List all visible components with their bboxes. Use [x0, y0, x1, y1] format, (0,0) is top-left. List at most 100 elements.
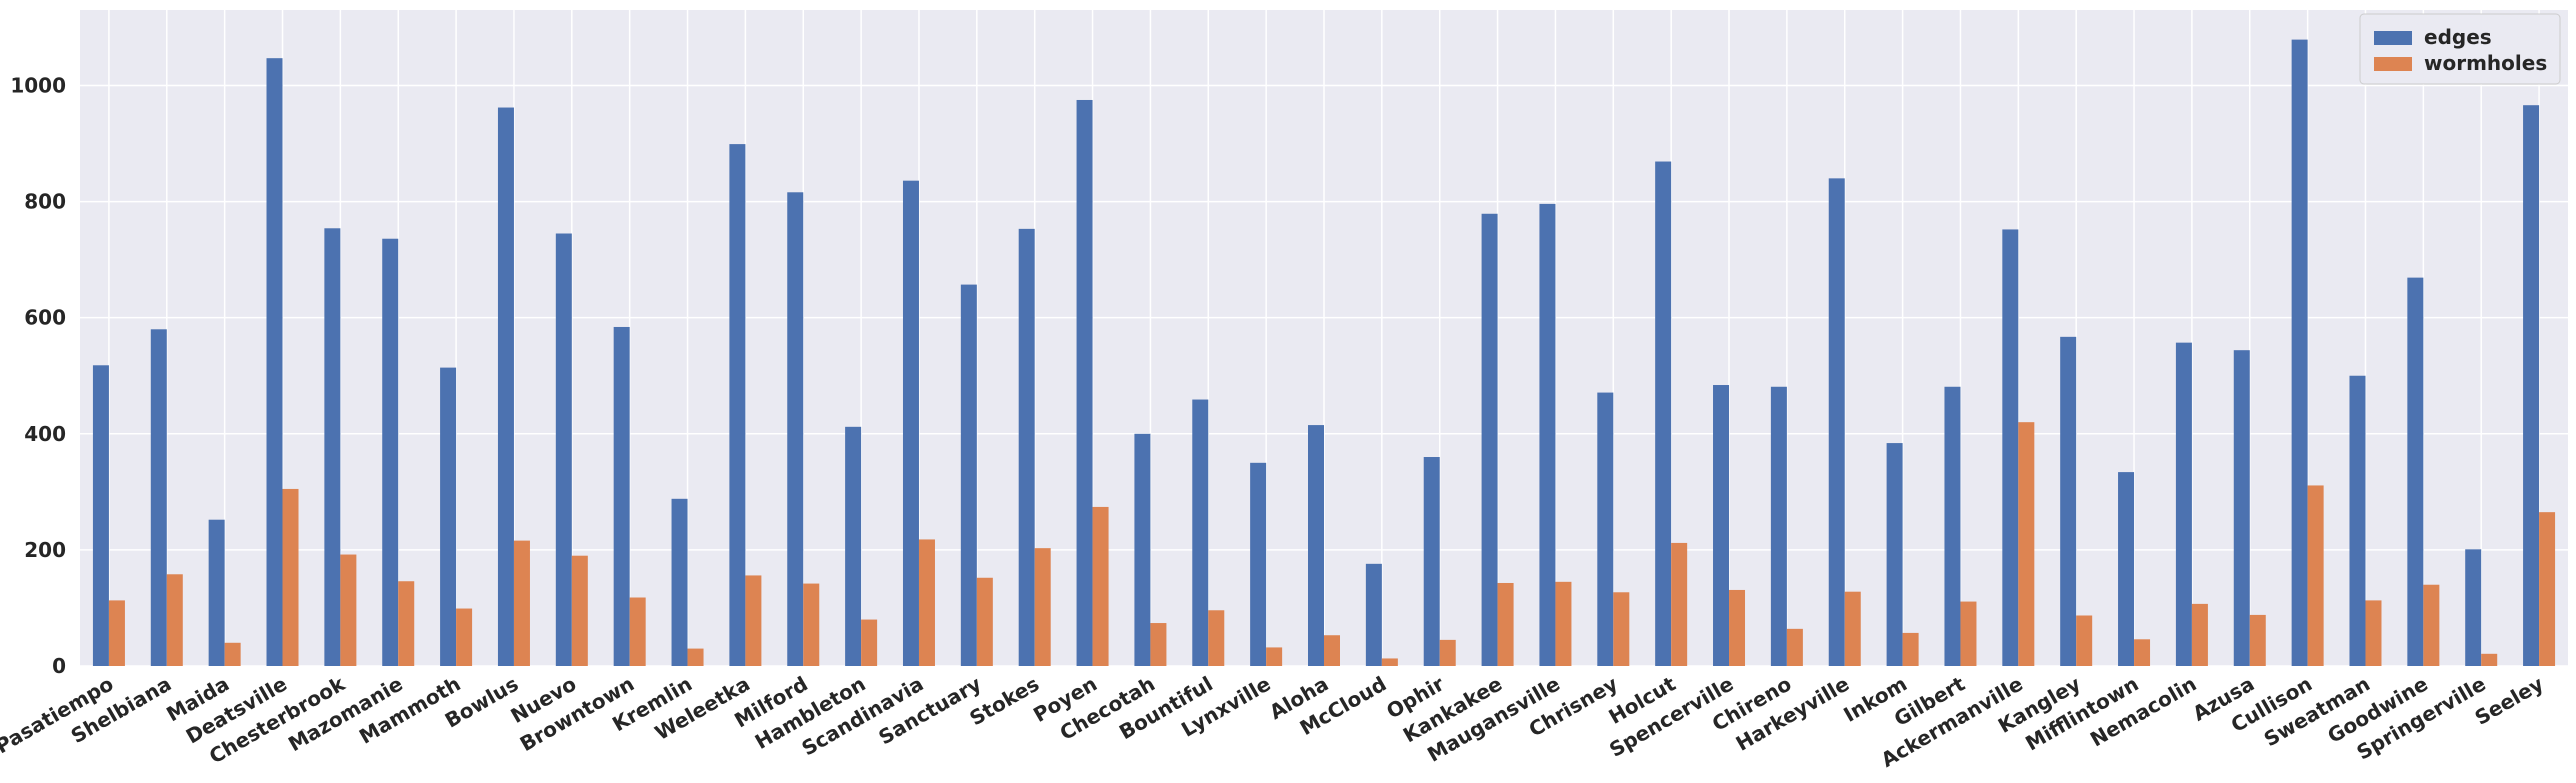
- bar-wormholes-azusa: [2249, 614, 2266, 666]
- y-tick-label: 200: [24, 538, 66, 562]
- bar-wormholes-pasatiempo: [108, 600, 125, 666]
- bar-wormholes-weleetka: [745, 575, 762, 666]
- bar-edges-ophir: [1423, 457, 1440, 666]
- bar-edges-lynxville: [1250, 462, 1267, 666]
- bar-edges-kankakee: [1481, 213, 1498, 667]
- bar-wormholes-stokes: [1034, 548, 1051, 666]
- bar-edges-azusa: [2233, 350, 2250, 666]
- bar-edges-maugansville: [1539, 203, 1556, 666]
- bar-edges-deatsville: [266, 58, 283, 666]
- bar-wormholes-bountiful: [1208, 610, 1225, 666]
- bar-wormholes-holcut: [1671, 542, 1688, 666]
- bar-wormholes-chrisney: [1613, 592, 1630, 666]
- y-tick-label: 400: [24, 422, 66, 446]
- bar-edges-ackermanville: [2002, 229, 2019, 666]
- legend-swatch-wormholes: [2374, 57, 2412, 71]
- bar-wormholes-shelbiana: [166, 574, 183, 666]
- bar-wormholes-poyen: [1092, 506, 1109, 666]
- bar-edges-spencerville: [1713, 385, 1730, 666]
- bar-wormholes-maugansville: [1555, 581, 1572, 666]
- bar-edges-mccloud: [1365, 563, 1382, 666]
- bar-wormholes-harkeyville: [1844, 591, 1861, 666]
- bar-wormholes-spencerville: [1729, 589, 1746, 666]
- bar-wormholes-ackermanville: [2018, 422, 2035, 666]
- bar-wormholes-gilbert: [1960, 601, 1977, 666]
- bar-edges-browntown: [613, 326, 630, 666]
- bar-edges-goodwine: [2407, 277, 2424, 666]
- bar-wormholes-browntown: [629, 597, 646, 666]
- bar-edges-bountiful: [1192, 399, 1209, 666]
- bar-edges-nemacolin: [2175, 342, 2192, 666]
- bar-edges-chrisney: [1597, 392, 1614, 666]
- bar-wormholes-chesterbrook: [340, 554, 357, 666]
- bar-edges-gilbert: [1944, 386, 1961, 666]
- bar-edges-holcut: [1655, 161, 1672, 666]
- bar-wormholes-sanctuary: [976, 577, 993, 666]
- bar-edges-kangley: [2060, 336, 2077, 666]
- bar-wormholes-deatsville: [282, 488, 299, 666]
- bars-group: [92, 39, 2556, 667]
- bar-edges-milford: [787, 192, 804, 666]
- bar-edges-maida: [208, 519, 225, 666]
- bar-edges-bowlus: [497, 107, 514, 667]
- bar-edges-stokes: [1018, 228, 1035, 667]
- bar-edges-pasatiempo: [92, 365, 109, 666]
- bar-edges-scandinavia: [902, 180, 919, 667]
- bar-edges-poyen: [1076, 99, 1093, 666]
- bar-edges-aloha: [1308, 425, 1324, 666]
- bar-edges-cullison: [2291, 39, 2308, 667]
- bar-wormholes-mifflintown: [2134, 639, 2151, 666]
- y-tick-label: 0: [52, 654, 66, 678]
- bar-wormholes-kankakee: [1497, 582, 1514, 666]
- bar-wormholes-kremlin: [687, 648, 704, 666]
- bar-wormholes-maida: [224, 642, 241, 666]
- bar-edges-inkom: [1886, 443, 1903, 666]
- legend-label-wormholes: wormholes: [2424, 51, 2547, 75]
- bar-edges-chesterbrook: [324, 228, 341, 666]
- bar-wormholes-nuevo: [571, 555, 588, 666]
- bar-wormholes-cullison: [2307, 485, 2324, 666]
- bar-wormholes-mazomanie: [398, 581, 415, 666]
- x-axis-ticks: PasatiempoShelbianaMaidaDeatsvilleCheste…: [0, 671, 2548, 772]
- bar-edges-chireno: [1770, 386, 1787, 666]
- bar-wormholes-aloha: [1324, 635, 1340, 666]
- bar-wormholes-bowlus: [513, 540, 530, 666]
- bar-wormholes-kangley: [2076, 615, 2093, 666]
- bar-edges-weleetka: [729, 144, 746, 666]
- bar-edges-mammoth: [440, 367, 457, 666]
- bar-edges-harkeyville: [1828, 178, 1845, 666]
- bar-wormholes-checotah: [1150, 623, 1167, 666]
- legend-swatch-edges: [2374, 31, 2412, 45]
- bar-wormholes-chireno: [1786, 628, 1803, 666]
- legend: edges wormholes: [2359, 13, 2561, 85]
- bar-wormholes-ophir: [1439, 639, 1456, 666]
- bar-edges-seeley: [2523, 105, 2540, 666]
- bar-edges-sweatman: [2349, 375, 2366, 666]
- bar-edges-springerville: [2465, 549, 2482, 666]
- y-tick-label: 600: [24, 306, 66, 330]
- bar-edges-mifflintown: [2118, 472, 2135, 666]
- bar-wormholes-inkom: [1902, 632, 1919, 666]
- bar-edges-shelbiana: [150, 329, 167, 666]
- bar-wormholes-seeley: [2539, 512, 2556, 666]
- bar-edges-hambleton: [845, 426, 862, 666]
- bar-wormholes-scandinavia: [918, 539, 935, 666]
- bar-edges-kremlin: [671, 498, 688, 666]
- bar-wormholes-hambleton: [861, 619, 878, 666]
- bar-wormholes-nemacolin: [2191, 603, 2208, 666]
- y-axis-ticks: 0 200 400 600 800 1000: [10, 73, 66, 678]
- bar-wormholes-sweatman: [2365, 600, 2382, 666]
- y-tick-label: 1000: [10, 73, 66, 97]
- bar-edges-mazomanie: [382, 238, 399, 667]
- bar-wormholes-mammoth: [456, 608, 473, 666]
- bar-wormholes-milford: [803, 583, 820, 666]
- bar-wormholes-goodwine: [2423, 584, 2440, 666]
- legend-label-edges: edges: [2424, 25, 2492, 49]
- y-tick-label: 800: [24, 190, 66, 214]
- bar-wormholes-lynxville: [1266, 647, 1283, 666]
- bar-edges-sanctuary: [960, 284, 977, 666]
- bar-wormholes-mccloud: [1381, 658, 1398, 666]
- bar-wormholes-springerville: [2481, 653, 2498, 666]
- bar-edges-nuevo: [555, 233, 572, 666]
